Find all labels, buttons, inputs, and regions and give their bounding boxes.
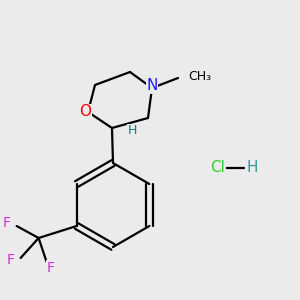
Text: F: F: [3, 216, 10, 230]
Text: H: H: [246, 160, 258, 175]
Text: F: F: [7, 253, 15, 267]
Text: Cl: Cl: [211, 160, 225, 175]
Text: F: F: [46, 261, 55, 275]
Text: O: O: [79, 104, 91, 119]
Text: H: H: [127, 124, 137, 137]
Text: N: N: [146, 79, 158, 94]
Text: CH₃: CH₃: [188, 70, 211, 83]
